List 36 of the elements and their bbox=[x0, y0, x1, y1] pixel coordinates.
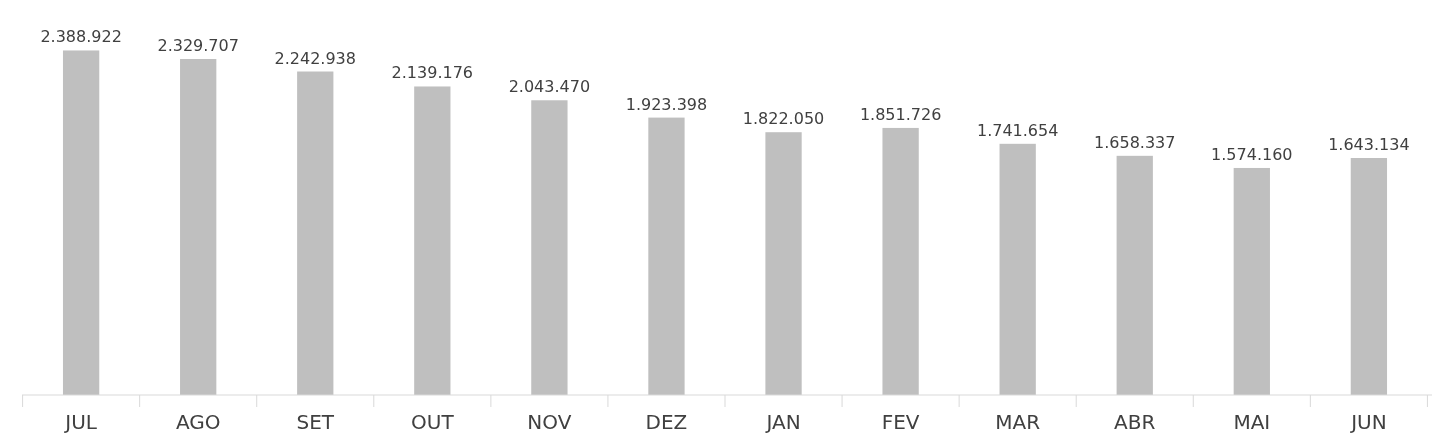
x-tick-label: FEV bbox=[881, 410, 920, 434]
x-tick-label: JUN bbox=[1349, 410, 1387, 434]
bar bbox=[765, 132, 802, 395]
bar bbox=[1233, 167, 1270, 395]
bar bbox=[180, 58, 217, 395]
data-label: 1.643.134 bbox=[1328, 135, 1410, 155]
x-tick-label: SET bbox=[296, 410, 335, 434]
x-tick-label: OUT bbox=[411, 410, 455, 434]
x-tick-label: ABR bbox=[1114, 410, 1156, 434]
data-label: 1.741.654 bbox=[976, 120, 1059, 140]
data-label: 2.043.470 bbox=[508, 77, 591, 97]
bar bbox=[882, 127, 919, 395]
x-tick-label: AGO bbox=[175, 410, 221, 434]
data-label: 2.139.176 bbox=[391, 63, 474, 83]
data-label: 2.388.922 bbox=[40, 27, 122, 47]
bar bbox=[531, 100, 568, 395]
data-label: 1.923.398 bbox=[625, 94, 708, 114]
bar bbox=[648, 117, 685, 395]
bar bbox=[1116, 155, 1153, 395]
x-tick-label: JAN bbox=[764, 410, 801, 434]
data-label: 1.658.337 bbox=[1094, 132, 1176, 152]
bar bbox=[297, 71, 334, 395]
x-tick-label: DEZ bbox=[645, 410, 688, 434]
x-tick-label: MAI bbox=[1233, 410, 1271, 434]
data-label: 2.329.707 bbox=[157, 35, 239, 55]
bar bbox=[1350, 158, 1388, 395]
bar bbox=[414, 86, 451, 395]
x-tick-label: MAR bbox=[995, 410, 1041, 434]
data-label: 2.242.938 bbox=[274, 48, 356, 68]
x-tick-label: NOV bbox=[527, 410, 572, 434]
bar bbox=[62, 50, 100, 395]
data-label: 1.851.726 bbox=[859, 104, 942, 124]
bar bbox=[999, 143, 1036, 395]
x-tick-label: JUL bbox=[63, 410, 98, 434]
data-label: 1.574.160 bbox=[1211, 144, 1293, 164]
data-label: 1.822.050 bbox=[742, 109, 825, 129]
